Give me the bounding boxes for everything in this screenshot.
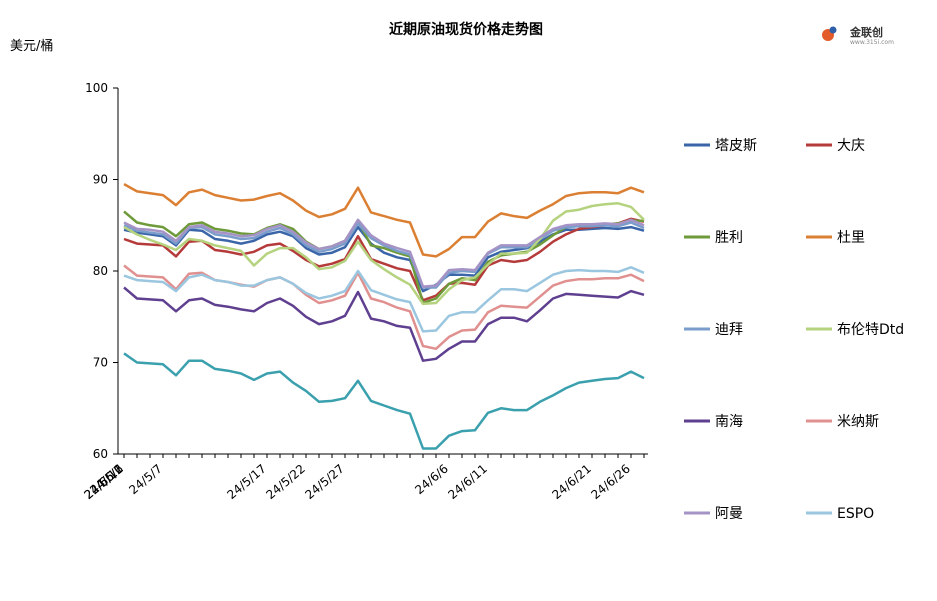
legend-label: 杜里 bbox=[837, 230, 865, 246]
series-line-teal bbox=[123, 352, 645, 450]
series-lines bbox=[123, 183, 645, 450]
legend-label: 大庆 bbox=[837, 138, 865, 154]
logo-subtext: www.315i.com bbox=[850, 39, 894, 46]
x-tick-label: 24/5/17 bbox=[224, 462, 268, 502]
legend-label: 布伦特Dtd bbox=[837, 322, 904, 338]
series-line-9 bbox=[123, 218, 645, 288]
x-tick-label: 24/6/26 bbox=[588, 462, 632, 502]
x-tick-label: 24/6/21 bbox=[549, 462, 593, 502]
legend-item: 胜利 bbox=[684, 230, 743, 246]
series-line-8 bbox=[123, 264, 645, 351]
series-line-6 bbox=[123, 202, 645, 306]
brand-logo: 金联创 www.315i.com bbox=[822, 25, 894, 46]
logo-dot-icon bbox=[829, 26, 837, 34]
legend-label: ESPO bbox=[837, 506, 874, 522]
y-tick-label: 90 bbox=[93, 173, 108, 187]
y-axis-ticks: 60 70 80 90 100 bbox=[85, 81, 118, 461]
legend-item: 南海 bbox=[684, 414, 743, 430]
legend-item: ESPO bbox=[806, 506, 874, 522]
legend-item: 塔皮斯 bbox=[684, 138, 757, 154]
legend-label: 迪拜 bbox=[715, 322, 743, 338]
x-tick-label: 24/6/11 bbox=[445, 462, 489, 502]
x-tick-label: 24/5/7 bbox=[126, 462, 165, 498]
legend-label: 米纳斯 bbox=[837, 414, 879, 430]
legend-label: 胜利 bbox=[715, 230, 743, 246]
x-tick-label: 24/5/27 bbox=[302, 462, 346, 502]
legend-item: 大庆 bbox=[806, 138, 865, 154]
series-line-2 bbox=[123, 217, 645, 302]
legend-item: 米纳斯 bbox=[806, 414, 879, 430]
chart-title: 近期原油现货价格走势图 bbox=[389, 21, 543, 38]
legend-label: 塔皮斯 bbox=[715, 138, 757, 154]
x-tick-label: 24/5/22 bbox=[263, 462, 307, 502]
legend-item: 阿曼 bbox=[684, 506, 743, 522]
series-line-3 bbox=[123, 210, 644, 305]
legend-item: 杜里 bbox=[806, 230, 865, 246]
y-tick-label: 100 bbox=[85, 81, 108, 95]
x-tick-label: 24/6/16 bbox=[81, 462, 125, 502]
legend-label: 南海 bbox=[715, 414, 743, 430]
series-line-7 bbox=[123, 286, 645, 362]
y-tick-label: 70 bbox=[93, 356, 108, 370]
legend-item: 迪拜 bbox=[684, 322, 743, 338]
series-line-5 bbox=[123, 221, 645, 289]
y-tick-label: 60 bbox=[93, 447, 108, 461]
logo-text: 金联创 bbox=[849, 25, 883, 39]
y-tick-label: 80 bbox=[93, 264, 108, 278]
legend-label: 阿曼 bbox=[715, 506, 743, 522]
series-line-4 bbox=[123, 183, 645, 258]
y-unit-label: 美元/桶 bbox=[10, 39, 53, 54]
x-axis-ticks: 24/5/2 24/5/724/5/12 24/5/1724/5/2224/5/27… bbox=[81, 454, 645, 502]
series-line-10 bbox=[123, 266, 645, 333]
legend-item: 布伦特Dtd bbox=[806, 322, 904, 338]
